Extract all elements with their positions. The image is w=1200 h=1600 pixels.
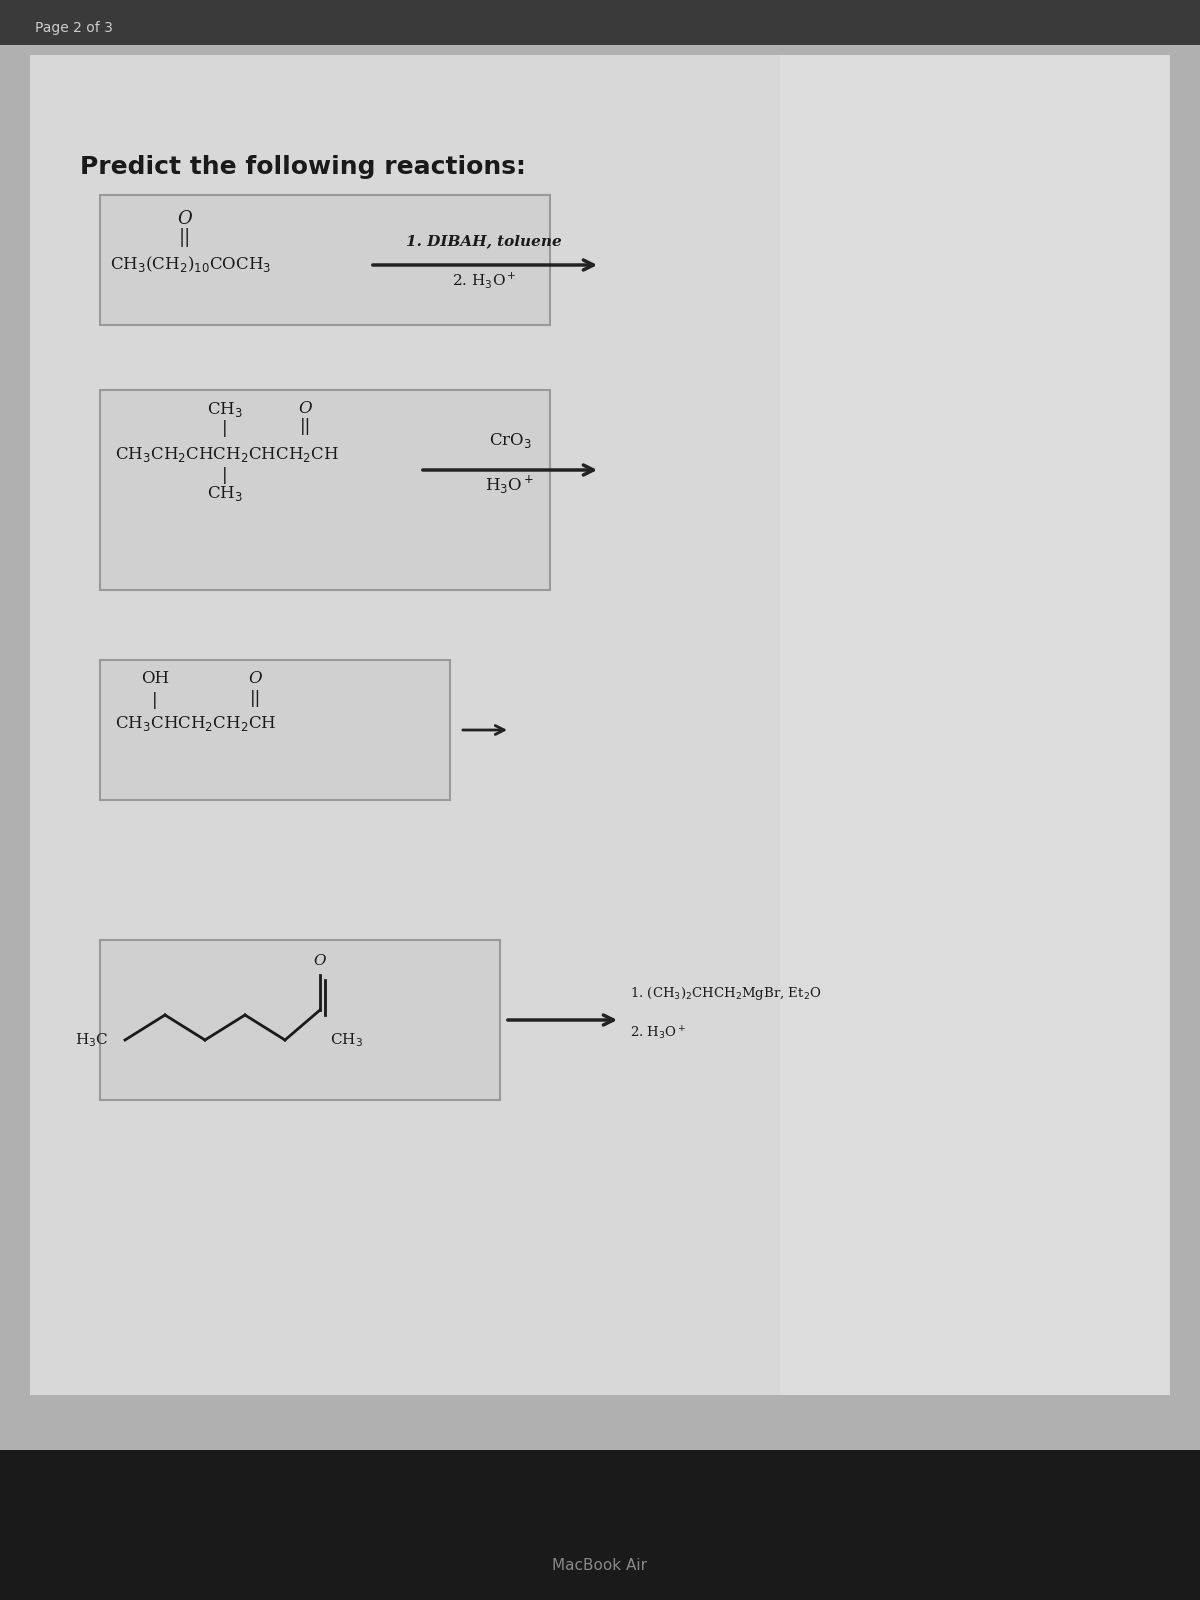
Text: CrO$_3$: CrO$_3$ xyxy=(488,430,532,450)
Text: |: | xyxy=(222,419,228,437)
Text: O: O xyxy=(298,400,312,418)
Text: H$_3$O$^+$: H$_3$O$^+$ xyxy=(486,474,534,496)
Text: ||: || xyxy=(299,418,311,435)
Text: CH$_3$CHCH$_2$CH$_2$CH: CH$_3$CHCH$_2$CH$_2$CH xyxy=(115,714,276,733)
Text: Page 2 of 3: Page 2 of 3 xyxy=(35,21,113,35)
Text: 2. H$_3$O$^+$: 2. H$_3$O$^+$ xyxy=(451,270,516,290)
Bar xyxy=(100,195,550,325)
Text: CH$_3$: CH$_3$ xyxy=(208,483,242,502)
Text: CH$_3$: CH$_3$ xyxy=(330,1030,362,1050)
Text: O: O xyxy=(248,670,262,686)
Text: |: | xyxy=(152,691,158,709)
Bar xyxy=(100,939,500,1101)
Bar xyxy=(100,659,450,800)
Text: H$_3$C: H$_3$C xyxy=(74,1030,108,1050)
Text: |: | xyxy=(222,467,228,483)
Bar xyxy=(100,390,550,590)
Text: O: O xyxy=(313,954,326,968)
Text: Predict the following reactions:: Predict the following reactions: xyxy=(80,155,526,179)
Text: 1. DIBAH, toluene: 1. DIBAH, toluene xyxy=(406,234,562,248)
Bar xyxy=(30,54,780,1395)
Bar xyxy=(0,0,1200,45)
Text: OH: OH xyxy=(140,670,169,686)
Text: MacBook Air: MacBook Air xyxy=(552,1557,648,1573)
Text: CH$_3$: CH$_3$ xyxy=(208,400,242,419)
Text: 1. (CH$_3$)$_2$CHCH$_2$MgBr, Et$_2$O: 1. (CH$_3$)$_2$CHCH$_2$MgBr, Et$_2$O xyxy=(630,986,822,1002)
Text: CH$_3$CH$_2$CHCH$_2$CHCH$_2$CH: CH$_3$CH$_2$CHCH$_2$CHCH$_2$CH xyxy=(115,445,340,464)
Text: O: O xyxy=(178,210,192,227)
Text: ||: || xyxy=(179,227,191,246)
Text: ||: || xyxy=(250,690,260,707)
Bar xyxy=(30,54,1170,1395)
Text: 2. H$_3$O$^+$: 2. H$_3$O$^+$ xyxy=(630,1026,686,1043)
Bar xyxy=(0,1450,1200,1600)
Text: CH$_3$(CH$_2$)$_{10}$COCH$_3$: CH$_3$(CH$_2$)$_{10}$COCH$_3$ xyxy=(110,254,271,274)
